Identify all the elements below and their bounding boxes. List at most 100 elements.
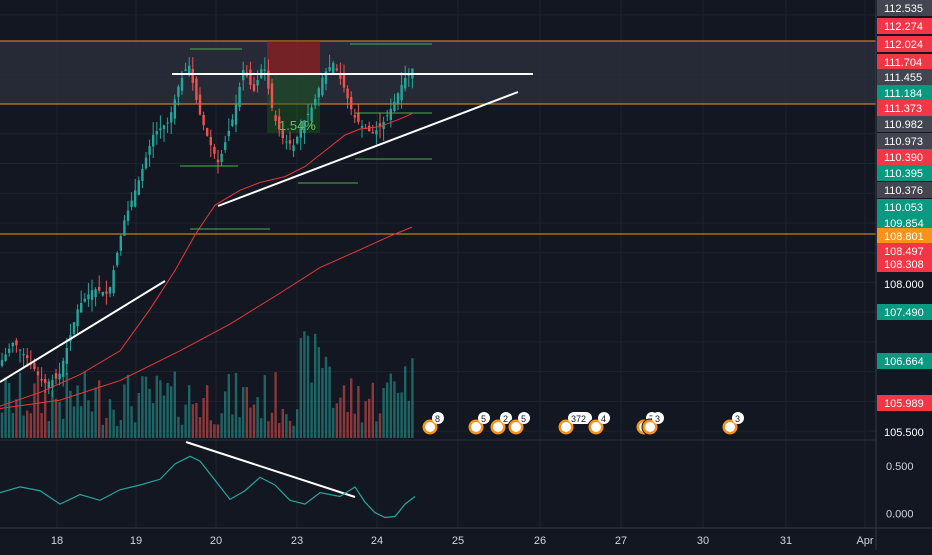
candle <box>173 94 176 125</box>
trendline-rising-early[interactable] <box>0 280 166 383</box>
price-label[interactable]: 108.308 <box>877 256 932 272</box>
volume-bar <box>206 385 209 438</box>
volume-bar <box>29 413 32 438</box>
svg-text:105.500: 105.500 <box>884 427 924 439</box>
volume-bar <box>177 416 180 438</box>
volume-bar <box>130 406 133 438</box>
volume-bar <box>58 401 61 438</box>
volume-bar <box>184 404 187 438</box>
candle <box>80 290 83 313</box>
price-label[interactable]: 112.024 <box>877 36 932 52</box>
price-label[interactable]: 105.500 <box>884 427 924 439</box>
price-axis[interactable]: 112.535 112.274 112.024 111.704 111.455 111.1… <box>877 0 932 439</box>
volume-bar <box>245 387 248 438</box>
volume-bar <box>263 375 266 438</box>
price-label[interactable]: 110.395 <box>877 165 932 181</box>
svg-text:110.395: 110.395 <box>884 168 923 180</box>
candle <box>278 108 281 137</box>
price-label[interactable]: 106.664 <box>877 353 932 369</box>
volume-bar <box>242 387 245 438</box>
target-box <box>267 41 320 75</box>
volume-bar <box>249 407 252 438</box>
volume-bar <box>116 425 119 438</box>
candle <box>350 91 353 116</box>
volume-bar <box>260 418 263 438</box>
event-marker[interactable]: 5 <box>467 412 490 436</box>
event-marker[interactable]: 2 <box>489 412 512 436</box>
volume-bar <box>62 418 65 438</box>
price-label[interactable]: 111.184 <box>877 85 932 101</box>
price-label[interactable]: 109.854 <box>877 215 932 231</box>
svg-text:112.274: 112.274 <box>884 21 923 33</box>
candle <box>238 82 241 112</box>
volume-bar <box>195 403 198 438</box>
svg-text:108.801: 108.801 <box>884 231 924 243</box>
candle <box>141 164 144 189</box>
price-label[interactable]: 108.497 <box>877 243 932 259</box>
svg-text:110.982: 110.982 <box>884 119 923 131</box>
candle <box>116 251 119 268</box>
oscillator-tick-label: 0.000 <box>886 509 914 521</box>
volume-bar <box>15 399 18 438</box>
trend-lines[interactable] <box>0 73 533 498</box>
candle <box>328 54 331 72</box>
price-label[interactable]: 108.000 <box>884 279 924 291</box>
price-label[interactable]: 111.455 <box>877 69 932 85</box>
volume-bar <box>306 335 310 438</box>
price-label[interactable]: 110.973 <box>877 133 932 149</box>
event-marker[interactable]: 4 <box>587 412 610 436</box>
candle <box>274 110 277 126</box>
candle <box>198 87 202 116</box>
trendline-oscillator-divergence[interactable] <box>185 441 356 498</box>
event-marker[interactable]: 3 <box>721 412 744 436</box>
price-label[interactable]: 110.376 <box>877 182 932 198</box>
trendline-ascending-triangle-support[interactable] <box>217 91 519 207</box>
price-label[interactable]: 108.801 <box>877 228 932 244</box>
volume-bar <box>368 398 371 438</box>
volume-bar <box>339 397 342 438</box>
volume-bar <box>69 390 72 438</box>
price-label[interactable]: 110.390 <box>877 149 932 165</box>
price-label[interactable]: 107.490 <box>877 304 932 320</box>
price-label[interactable]: 110.982 <box>877 116 932 132</box>
svg-text:372: 372 <box>571 414 586 424</box>
price-label[interactable]: 110.053 <box>877 199 932 215</box>
volume-bar <box>220 413 223 438</box>
price-label[interactable]: 111.704 <box>877 54 932 70</box>
time-tick-label: 27 <box>615 535 627 547</box>
moving-average-fast <box>0 113 413 407</box>
volume-bar <box>123 384 126 438</box>
volume-bar <box>180 424 184 438</box>
economic-events[interactable]: 85253724733 <box>421 412 744 436</box>
volume-bar <box>213 424 216 438</box>
volume-bar <box>119 420 122 438</box>
event-marker[interactable]: 5 <box>507 412 530 436</box>
price-label[interactable]: 111.373 <box>877 100 932 116</box>
candle <box>144 152 148 170</box>
price-label[interactable]: 112.535 <box>877 0 932 16</box>
event-marker[interactable]: 3 <box>641 412 664 436</box>
volume-bar <box>26 410 29 438</box>
volume-bar <box>256 397 259 438</box>
candle <box>40 367 43 387</box>
event-marker[interactable]: 372 <box>557 412 592 436</box>
candle <box>303 120 306 145</box>
svg-text:3: 3 <box>655 414 660 424</box>
volume-bar <box>382 388 385 438</box>
candle <box>83 292 86 303</box>
price-label[interactable]: 105.989 <box>877 395 932 411</box>
volume-bar <box>54 398 58 438</box>
candle <box>0 352 4 368</box>
volume-bar <box>137 392 140 438</box>
event-marker[interactable]: 8 <box>421 412 444 436</box>
candle <box>87 283 90 307</box>
svg-text:109.854: 109.854 <box>884 218 924 230</box>
candle <box>202 111 205 131</box>
price-label[interactable]: 112.274 <box>877 18 932 34</box>
time-axis[interactable]: 18 19 20 23 24 25 26 27 30 31 Apr <box>51 535 874 547</box>
volume-bar <box>278 423 281 438</box>
volume-bar <box>360 422 364 438</box>
candle <box>101 291 104 297</box>
